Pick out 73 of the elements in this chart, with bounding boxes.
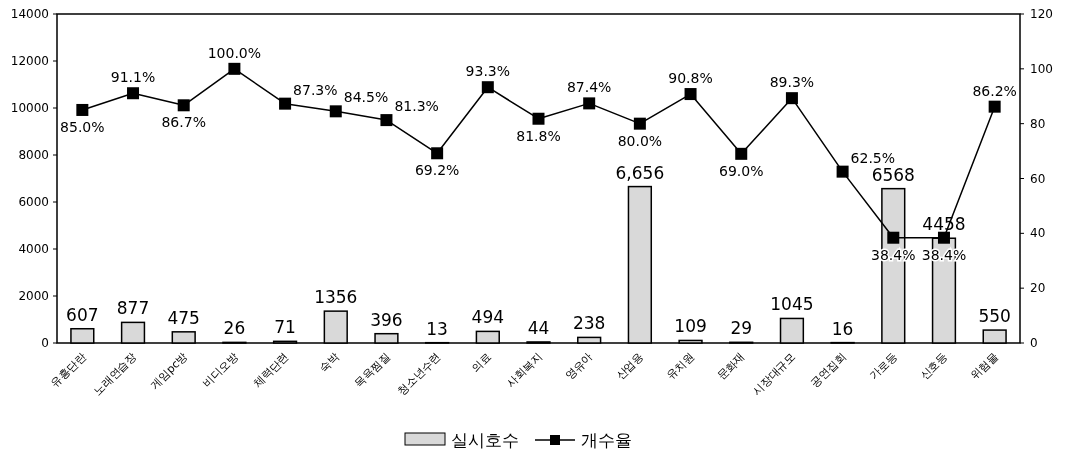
y-tick-label: 10000: [10, 101, 49, 115]
x-tick-label: 의료: [469, 349, 494, 375]
point: [988, 100, 1001, 113]
data-label: 238: [572, 313, 606, 334]
point: [937, 231, 950, 244]
data-label: 13: [426, 318, 448, 339]
y2-tick-label: 120: [1030, 7, 1053, 21]
point: [76, 103, 89, 116]
point: [279, 97, 292, 110]
data-label: 26: [223, 318, 246, 339]
y-tick-label: 14000: [10, 7, 49, 21]
point: [633, 117, 646, 130]
y2-tick-label: 80: [1030, 116, 1046, 131]
y-tick-label: 0: [41, 336, 49, 350]
data-label: 91.1%: [110, 69, 156, 86]
point: [380, 114, 393, 127]
data-label: 62.5%: [850, 149, 896, 166]
y-tick-label: 4000: [18, 242, 49, 256]
data-label: 494: [471, 307, 505, 328]
point: [431, 147, 444, 160]
data-label: 81.8%: [516, 127, 561, 144]
point: [836, 165, 849, 178]
data-label: 86.2%: [972, 82, 1017, 99]
data-label: 87.3%: [293, 81, 338, 98]
data-label: 69.2%: [414, 162, 460, 179]
data-label: 44: [527, 317, 550, 338]
data-label: 16: [831, 318, 854, 339]
data-label: 69.0%: [718, 162, 764, 179]
y-tick-label: 2000: [18, 289, 49, 303]
point: [583, 97, 596, 110]
data-label: 93.3%: [465, 63, 511, 80]
y2-tick-label: 100: [1030, 61, 1053, 76]
data-label: 550: [978, 306, 1011, 327]
data-label: 607: [66, 304, 99, 325]
data-label: 89.3%: [769, 74, 815, 91]
point: [481, 81, 494, 94]
data-label: 6,656: [615, 162, 665, 183]
data-label: 1045: [770, 294, 814, 315]
point: [785, 92, 798, 105]
point: [532, 112, 545, 125]
data-label: 80.0%: [617, 132, 663, 149]
data-label: 84.5%: [343, 89, 389, 106]
data-label: 475: [167, 307, 200, 328]
data-label: 87.4%: [566, 79, 612, 96]
y2-tick-label: 20: [1030, 281, 1046, 296]
data-label: 29: [730, 318, 753, 339]
y-tick-label: 12000: [10, 54, 49, 68]
data-label: 86.7%: [161, 114, 206, 131]
y-tick-label: 8000: [18, 148, 49, 162]
point: [177, 99, 190, 112]
data-label: 81.3%: [394, 98, 439, 115]
x-tick-label: 숙박: [317, 349, 342, 375]
y-tick-label: 6000: [18, 195, 49, 209]
y2-tick-label: 40: [1030, 226, 1046, 241]
legend-label: 실시호수: [451, 430, 519, 450]
point: [887, 231, 900, 244]
data-label: 109: [674, 316, 707, 337]
y2-tick-label: 60: [1030, 171, 1046, 186]
point: [228, 62, 241, 75]
data-label: 1356: [314, 287, 358, 308]
point: [329, 105, 342, 118]
data-label: 396: [370, 309, 403, 330]
data-label: 6568: [871, 164, 915, 185]
point: [684, 88, 697, 101]
data-label: 71: [274, 317, 296, 338]
point: [735, 147, 748, 160]
data-label: 877: [116, 298, 150, 319]
point: [127, 87, 140, 100]
legend-label: 개수율: [581, 430, 632, 450]
data-label: 100.0%: [207, 44, 262, 61]
data-label: 85.0%: [60, 118, 105, 135]
data-label: 90.8%: [668, 70, 713, 87]
y2-tick-label: 0: [1030, 336, 1038, 350]
